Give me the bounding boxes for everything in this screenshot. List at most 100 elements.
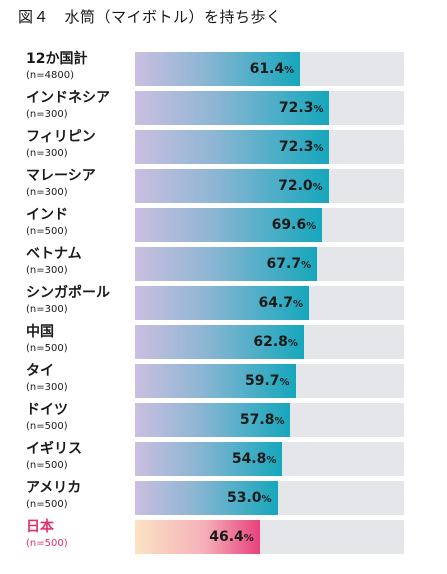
bar-track: 64.7% xyxy=(135,286,404,320)
value-number: 61.4 xyxy=(249,61,285,77)
bar-row: タイ (n=300) 59.7% xyxy=(0,362,447,403)
percent-unit: % xyxy=(243,533,254,544)
category-name: インド xyxy=(26,207,68,223)
category-label: ドイツ (n=500) xyxy=(26,401,134,434)
value-label: 64.7% xyxy=(258,286,303,322)
value-number: 72.0 xyxy=(278,178,313,194)
category-name: インドネシア xyxy=(26,90,110,106)
bar-row: 日本 (n=500) 46.4% xyxy=(0,518,447,559)
value-number: 69.6 xyxy=(271,217,307,233)
sample-size: (n=500) xyxy=(26,343,68,354)
bar-track: 62.8% xyxy=(135,325,404,359)
category-name: アメリカ xyxy=(26,480,82,496)
category-label: 12か国計 (n=4800) xyxy=(26,50,134,83)
bar-row: ドイツ (n=500) 57.8% xyxy=(0,401,447,442)
category-name: 中国 xyxy=(26,324,54,340)
bar: 53.0% xyxy=(135,481,278,515)
value-label: 72.3% xyxy=(279,91,324,127)
percent-unit: % xyxy=(312,182,323,193)
percent-unit: % xyxy=(284,65,295,76)
category-label: マレーシア (n=300) xyxy=(26,167,134,200)
bar-track: 72.3% xyxy=(135,130,404,164)
percent-unit: % xyxy=(261,494,272,505)
value-label: 62.8% xyxy=(253,325,298,361)
category-label: インド (n=500) xyxy=(26,206,134,239)
bar-track: 69.6% xyxy=(135,208,404,242)
bar-row: マレーシア (n=300) 72.0% xyxy=(0,167,447,208)
category-name: ベトナム xyxy=(26,246,82,262)
bar-track: 46.4% xyxy=(135,520,404,554)
bar: 72.0% xyxy=(135,169,329,203)
category-name: フィリピン xyxy=(26,129,96,145)
category-label: フィリピン (n=300) xyxy=(26,128,134,161)
value-number: 53.0 xyxy=(226,490,262,506)
percent-unit: % xyxy=(266,455,277,466)
value-label: 57.8% xyxy=(240,403,285,439)
sample-size: (n=300) xyxy=(26,187,68,198)
value-label: 67.7% xyxy=(267,247,312,283)
value-label: 54.8% xyxy=(232,442,277,478)
category-name: マレーシア xyxy=(26,168,96,184)
sample-size: (n=500) xyxy=(26,421,68,432)
bar: 54.8% xyxy=(135,442,283,478)
category-label: イギリス (n=500) xyxy=(26,440,134,473)
value-number: 64.7 xyxy=(258,295,293,311)
bar-row: 中国 (n=500) 62.8% xyxy=(0,323,447,364)
category-label: シンガポール (n=300) xyxy=(26,284,134,317)
percent-unit: % xyxy=(301,260,312,271)
percent-unit: % xyxy=(313,104,324,115)
bar-track: 54.8% xyxy=(135,442,404,476)
sample-size: (n=500) xyxy=(26,538,68,549)
bar: 72.3% xyxy=(135,91,330,127)
bar-row: ベトナム (n=300) 67.7% xyxy=(0,245,447,286)
value-label: 46.4% xyxy=(209,520,254,556)
category-label: 中国 (n=500) xyxy=(26,323,134,356)
bar: 59.7% xyxy=(135,364,296,398)
category-label: インドネシア (n=300) xyxy=(26,89,134,122)
bar: 67.7% xyxy=(135,247,318,283)
bar-track: 57.8% xyxy=(135,403,404,437)
category-name: イギリス xyxy=(26,441,82,457)
category-label: タイ (n=300) xyxy=(26,362,134,395)
category-label: ベトナム (n=300) xyxy=(26,245,134,278)
value-number: 72.3 xyxy=(278,139,314,155)
bar-row: 12か国計 (n=4800) 61.4% xyxy=(0,50,447,91)
value-label: 61.4% xyxy=(250,52,295,88)
bar-row: インドネシア (n=300) 72.3% xyxy=(0,89,447,130)
value-label: 53.0% xyxy=(227,481,272,517)
percent-unit: % xyxy=(274,416,285,427)
category-label: 日本 (n=500) xyxy=(26,518,134,551)
sample-size: (n=4800) xyxy=(26,70,74,81)
category-name: 12か国計 xyxy=(26,51,88,67)
bar-track: 61.4% xyxy=(135,52,404,86)
category-label: アメリカ (n=500) xyxy=(26,479,134,512)
value-label: 69.6% xyxy=(272,208,317,244)
sample-size: (n=300) xyxy=(26,109,68,120)
percent-unit: % xyxy=(287,338,298,349)
sample-size: (n=500) xyxy=(26,460,68,471)
sample-size: (n=500) xyxy=(26,226,68,237)
bar-row: インド (n=500) 69.6% xyxy=(0,206,447,247)
bar-row: アメリカ (n=500) 53.0% xyxy=(0,479,447,520)
sample-size: (n=300) xyxy=(26,304,68,315)
bar: 72.3% xyxy=(135,130,330,164)
bar-row: イギリス (n=500) 54.8% xyxy=(0,440,447,481)
bar-track: 72.0% xyxy=(135,169,404,203)
bar: 61.4% xyxy=(135,52,301,88)
value-number: 57.8 xyxy=(239,412,275,428)
bar: 57.8% xyxy=(135,403,291,439)
bar-track: 53.0% xyxy=(135,481,404,515)
percent-unit: % xyxy=(313,143,324,154)
value-label: 59.7% xyxy=(245,364,290,400)
bar: 69.6% xyxy=(135,208,323,244)
bar-track: 72.3% xyxy=(135,91,404,125)
bar: 62.8% xyxy=(135,325,304,359)
category-name: ドイツ xyxy=(26,402,68,418)
bar-track: 67.7% xyxy=(135,247,404,281)
sample-size: (n=300) xyxy=(26,265,68,276)
bar-row: フィリピン (n=300) 72.3% xyxy=(0,128,447,169)
percent-unit: % xyxy=(306,221,317,232)
value-number: 72.3 xyxy=(278,100,314,116)
bar-row: シンガポール (n=300) 64.7% xyxy=(0,284,447,325)
value-number: 59.7 xyxy=(245,373,280,389)
